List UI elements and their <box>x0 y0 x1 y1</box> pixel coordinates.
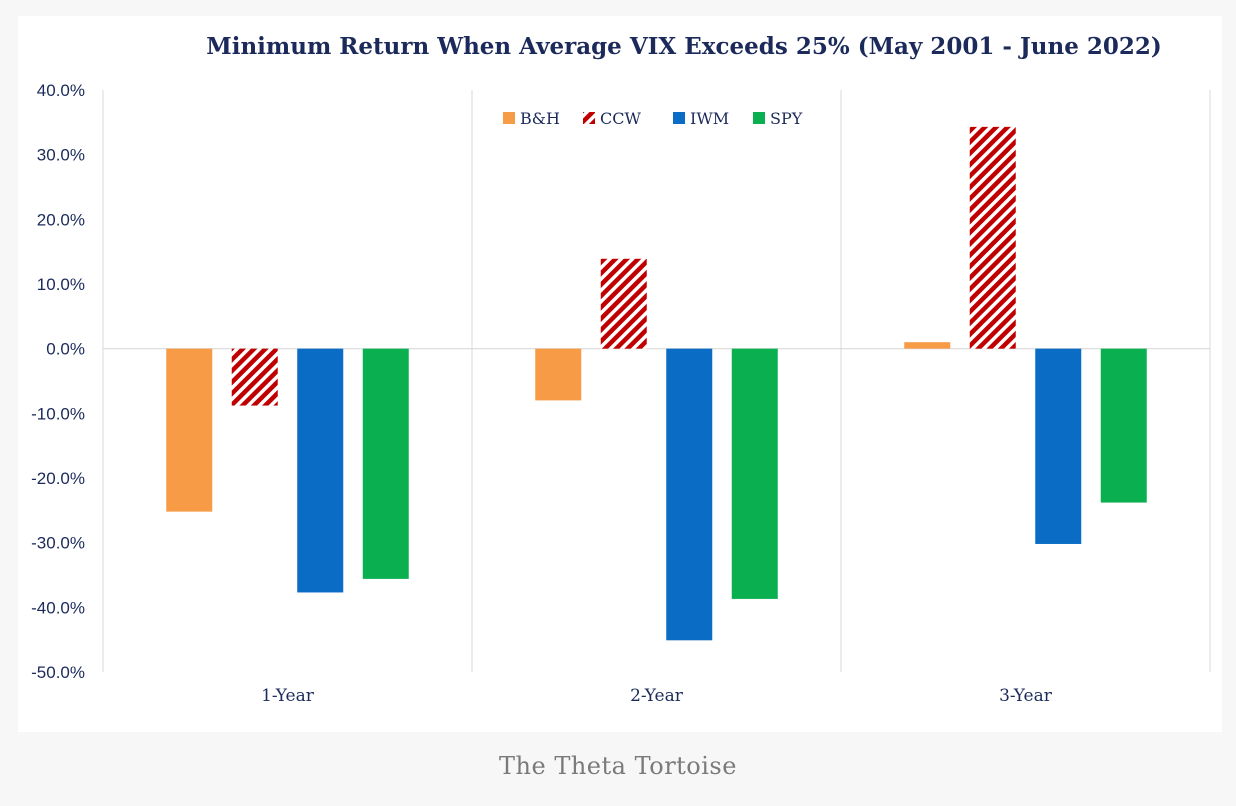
legend-label: B&H <box>520 109 560 128</box>
legend-swatch-spy <box>753 112 765 124</box>
bar-series <box>166 126 1147 641</box>
bar-iwm-2-year <box>666 348 713 641</box>
caption: The Theta Tortoise <box>499 752 737 780</box>
legend-swatch-iwm <box>673 112 685 124</box>
chart: Minimum Return When Average VIX Exceeds … <box>31 33 1211 706</box>
y-tick-label: 0.0% <box>46 340 85 359</box>
chart-frame: Minimum Return When Average VIX Exceeds … <box>18 16 1222 732</box>
bar-bh-2-year <box>535 348 582 401</box>
x-tick-label: 2-Year <box>630 686 684 706</box>
bar-bh-1-year <box>166 348 213 512</box>
bar-iwm-1-year <box>297 348 344 593</box>
legend-swatch-bh <box>503 112 515 124</box>
x-axis: 1-Year 2-Year 3-Year <box>261 686 1053 706</box>
bar-spy-3-year <box>1100 348 1147 503</box>
y-tick-label: 20.0% <box>37 210 85 229</box>
legend-swatch-ccw <box>583 112 595 124</box>
bar-ccw-2-year <box>600 258 647 349</box>
y-tick-label: -30.0% <box>31 534 85 553</box>
legend-label: IWM <box>690 109 729 128</box>
bar-spy-1-year <box>362 348 409 579</box>
y-tick-label: 30.0% <box>37 146 85 165</box>
y-tick-label: -20.0% <box>31 469 85 488</box>
legend-label: SPY <box>770 109 803 128</box>
y-tick-label: 40.0% <box>37 81 85 100</box>
y-tick-label: -10.0% <box>31 404 85 423</box>
bar-iwm-3-year <box>1035 348 1082 544</box>
x-tick-label: 3-Year <box>999 686 1053 706</box>
y-tick-label: 10.0% <box>37 275 85 294</box>
x-tick-label: 1-Year <box>261 686 315 706</box>
plot-grid <box>102 90 1211 672</box>
bar-bh-3-year <box>904 342 951 349</box>
y-tick-label: -40.0% <box>31 598 85 617</box>
y-tick-label: -50.0% <box>31 663 85 682</box>
bar-ccw-3-year <box>969 126 1016 349</box>
legend-label: CCW <box>600 109 641 128</box>
legend: B&H CCW IWM SPY <box>503 109 803 128</box>
bar-ccw-1-year <box>231 348 278 406</box>
bar-spy-2-year <box>731 348 778 599</box>
y-axis: 40.0% 30.0% 20.0% 10.0% 0.0% -10.0% -20.0% -30.… <box>31 81 85 682</box>
chart-title: Minimum Return When Average VIX Exceeds … <box>206 33 1162 60</box>
